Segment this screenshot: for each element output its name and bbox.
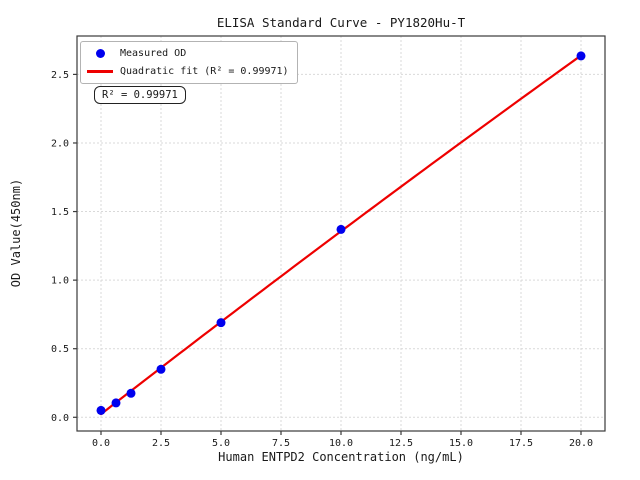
data-point — [576, 51, 586, 61]
x-tick-label: 12.5 — [389, 438, 413, 449]
data-point — [216, 318, 226, 328]
x-tick-label: 2.5 — [152, 438, 170, 449]
axis-layer: 0.0 2.5 5.0 7.5 10.0 12.5 15.0 17.5 20.0 0.0 0.5 1.… — [51, 35, 606, 449]
legend: Measured OD Quadratic fit (R² = 0.99971) — [80, 41, 298, 84]
x-tick-label: 7.5 — [272, 438, 290, 449]
y-tick-label: 2.5 — [51, 70, 69, 81]
x-tick-label: 0.0 — [92, 438, 110, 449]
data-point — [156, 364, 166, 374]
measured-od-dot-icon — [95, 49, 105, 58]
legend-item-quadratic-fit: Quadratic fit (R² = 0.99971) — [87, 65, 289, 78]
x-tick-label: 5.0 — [212, 438, 230, 449]
data-point — [126, 388, 136, 398]
x-tick-label: 15.0 — [449, 438, 473, 449]
x-tick-label: 17.5 — [509, 438, 533, 449]
y-tick-label: 2.0 — [51, 138, 69, 149]
r-squared-annotation: R² = 0.99971 — [94, 86, 186, 104]
legend-marker-box — [87, 70, 113, 73]
x-tick-label: 10.0 — [329, 438, 353, 449]
data-point — [111, 398, 121, 408]
legend-label: Quadratic fit (R² = 0.99971) — [120, 66, 289, 77]
x-axis-label: Human ENTPD2 Concentration (ng/mL) — [218, 450, 464, 464]
legend-marker-box — [87, 49, 113, 58]
y-tick-label: 1.0 — [51, 276, 69, 287]
legend-item-measured-od: Measured OD — [87, 47, 289, 60]
chart-title: ELISA Standard Curve - PY1820Hu-T — [217, 15, 466, 30]
x-tick-label: 20.0 — [569, 438, 593, 449]
legend-label: Measured OD — [120, 48, 187, 59]
data-point — [96, 405, 106, 415]
y-axis-label: OD Value(450nm) — [9, 179, 23, 287]
y-tick-label: 1.5 — [51, 207, 69, 218]
fit-line-icon — [87, 70, 113, 73]
y-tick-label: 0.5 — [51, 344, 69, 355]
y-tick-label: 0.0 — [51, 413, 69, 424]
data-point — [336, 224, 346, 234]
series-layer — [96, 51, 586, 416]
